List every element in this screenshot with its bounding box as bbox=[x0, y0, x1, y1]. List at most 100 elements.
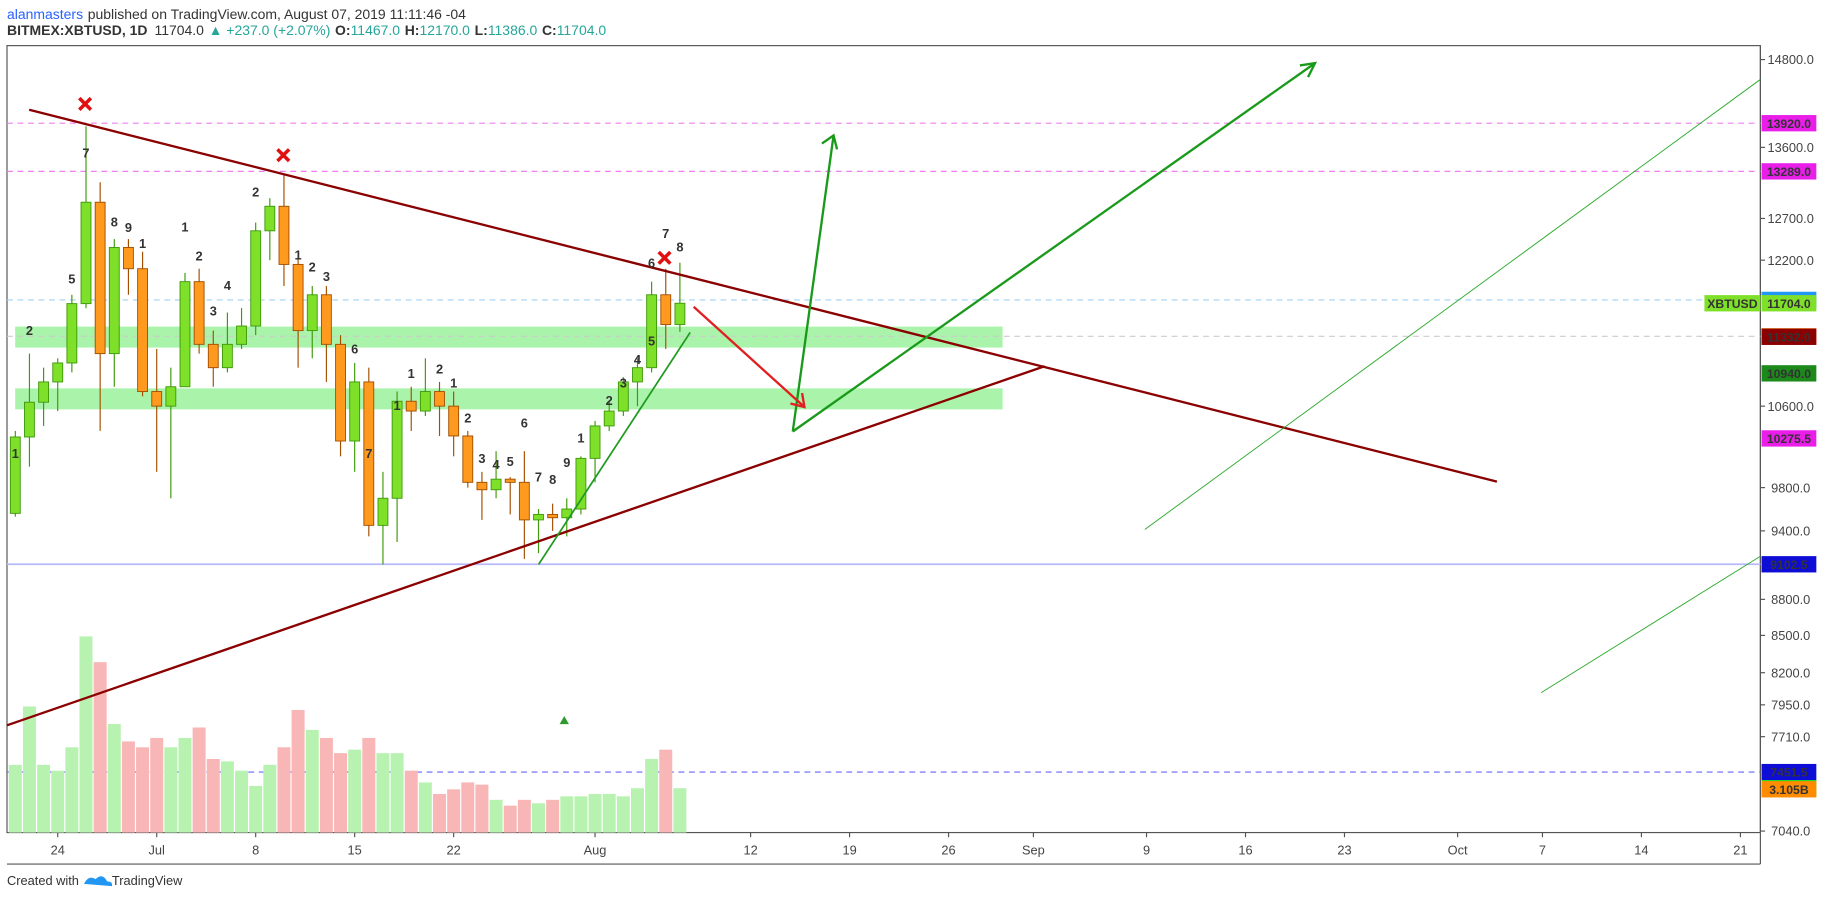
td-count: 4 bbox=[634, 352, 642, 367]
x-tick-label: Sep bbox=[1022, 843, 1045, 858]
volume-bar bbox=[616, 796, 630, 833]
volume-bar bbox=[235, 770, 249, 833]
candle-body bbox=[476, 481, 488, 491]
price-badge-label: 13920.0 bbox=[1767, 117, 1811, 131]
volume-bar bbox=[517, 799, 531, 833]
td-count: 9 bbox=[563, 455, 570, 470]
td-count: 2 bbox=[26, 323, 33, 338]
triangle-mark bbox=[559, 715, 569, 725]
y-tick-label: 7040.0 bbox=[1771, 824, 1810, 839]
price-badge bbox=[1761, 430, 1817, 447]
td-count: 1 bbox=[394, 398, 401, 413]
volume-pane bbox=[8, 636, 687, 833]
td-count: 7 bbox=[365, 446, 372, 461]
volume-bar bbox=[277, 747, 291, 833]
ohlc-value: 11386.0 bbox=[488, 22, 538, 38]
header-line-2: BITMEX:XBTUSD, 1D 11704.0 ▲ +237.0 (+2.07%… bbox=[7, 22, 606, 38]
candle-body bbox=[589, 425, 601, 459]
td-count: 2 bbox=[309, 260, 316, 275]
candle-body bbox=[617, 381, 629, 412]
candle-body bbox=[674, 302, 686, 325]
footer-brand[interactable]: TradingView bbox=[112, 873, 183, 888]
candle-body bbox=[151, 391, 163, 407]
td-count: 8 bbox=[676, 239, 683, 254]
volume-bar bbox=[532, 803, 545, 833]
volume-bar bbox=[65, 747, 79, 833]
td-count: 2 bbox=[252, 184, 259, 199]
y-tick-label: 13600.0 bbox=[1768, 140, 1814, 155]
zone bbox=[15, 388, 1003, 410]
td-count: 8 bbox=[111, 214, 118, 229]
volume-bar bbox=[93, 662, 107, 833]
candle-body bbox=[518, 481, 530, 521]
volume-bar bbox=[291, 709, 305, 833]
arrow-head bbox=[1299, 61, 1318, 78]
price-badge-label: 13289.0 bbox=[1767, 165, 1811, 179]
price-badge-label: 3.105B bbox=[1769, 783, 1809, 797]
td-count: 3 bbox=[478, 451, 485, 466]
x-tick-label: 24 bbox=[51, 843, 65, 858]
td-count: 3 bbox=[210, 303, 217, 318]
volume-bar bbox=[433, 793, 446, 833]
arrow bbox=[792, 62, 1316, 433]
ohlc-key: O: bbox=[335, 22, 351, 38]
candle-body bbox=[66, 303, 78, 364]
arrow bbox=[791, 135, 835, 432]
price-badge-label: 7451.5 bbox=[1770, 766, 1808, 780]
price-badge bbox=[1761, 763, 1817, 781]
volume-bar bbox=[178, 737, 192, 833]
candle-body bbox=[335, 343, 346, 442]
volume-bar bbox=[37, 764, 51, 833]
td-count: 1 bbox=[12, 446, 19, 461]
td-count: 2 bbox=[196, 249, 203, 264]
td-count: 5 bbox=[68, 272, 75, 287]
td-count: 2 bbox=[606, 393, 613, 408]
zone bbox=[15, 326, 1003, 348]
published: published on TradingView.com, August 07,… bbox=[88, 6, 466, 22]
x-mark bbox=[276, 148, 291, 163]
y-tick-label: 12200.0 bbox=[1768, 253, 1814, 268]
td-count: 3 bbox=[323, 269, 330, 284]
volume-bar bbox=[503, 805, 517, 833]
price-badge bbox=[1761, 328, 1817, 345]
signal-marks bbox=[78, 96, 672, 265]
y-tick-label: 8200.0 bbox=[1771, 665, 1810, 680]
volume-bar bbox=[348, 749, 362, 833]
y-tick-label: 7710.0 bbox=[1771, 729, 1810, 744]
candle-body bbox=[575, 457, 587, 510]
volume-bar bbox=[673, 788, 687, 833]
x-tick-label: 9 bbox=[1143, 843, 1150, 858]
candle-body bbox=[603, 410, 615, 427]
badge-lines bbox=[6, 122, 1761, 773]
volume-bar bbox=[206, 758, 220, 833]
volume-bar bbox=[334, 753, 348, 833]
header-line-1: alanmasters published on TradingView.com,… bbox=[7, 6, 466, 22]
volume-bar bbox=[546, 799, 560, 833]
candle-body bbox=[533, 513, 544, 521]
candle-body bbox=[504, 478, 516, 483]
candles bbox=[9, 126, 686, 565]
candle-body bbox=[52, 362, 64, 383]
footer-created: Created with bbox=[7, 873, 79, 888]
x-mark bbox=[657, 250, 672, 265]
candle-body bbox=[646, 294, 658, 369]
candle-body bbox=[306, 294, 318, 332]
x-tick-label: 14 bbox=[1634, 843, 1648, 858]
change: ▲ +237.0 (+2.07%) bbox=[209, 22, 331, 38]
candle-body bbox=[264, 205, 276, 232]
author[interactable]: alanmasters bbox=[7, 6, 83, 22]
y-tick-label: 8500.0 bbox=[1771, 628, 1810, 643]
candle-body bbox=[419, 391, 431, 412]
volume-bar bbox=[51, 770, 65, 833]
trendline bbox=[537, 331, 691, 565]
td-count: 1 bbox=[408, 366, 415, 381]
tradingview-logo bbox=[83, 876, 113, 887]
candle-body bbox=[80, 201, 92, 305]
td-count: 6 bbox=[521, 416, 528, 431]
td-count: 7 bbox=[662, 226, 669, 241]
candle-body bbox=[320, 294, 332, 345]
td-count: 1 bbox=[577, 431, 584, 446]
candle-body bbox=[236, 325, 247, 345]
price-badge-label: 11332.0 bbox=[1767, 330, 1811, 344]
